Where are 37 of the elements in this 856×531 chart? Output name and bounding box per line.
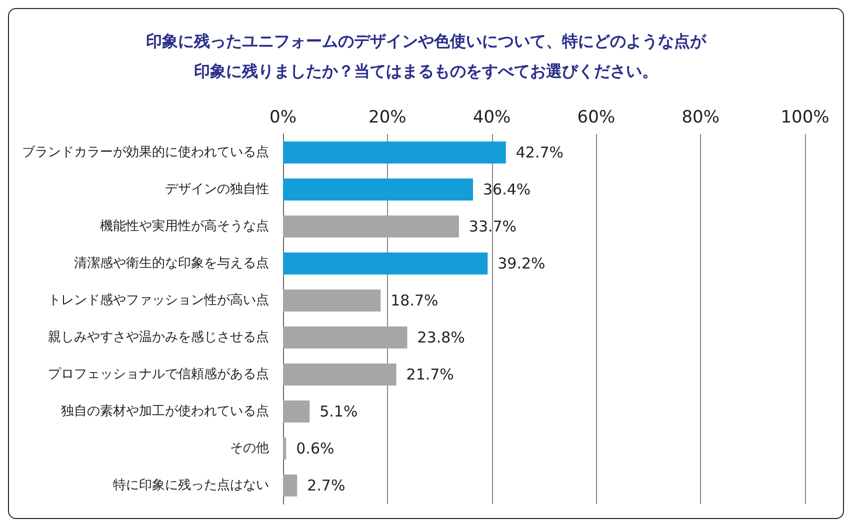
y-tick-label: 機能性や実用性が高そうな点	[100, 218, 269, 234]
x-tick-label: 20%	[368, 108, 406, 128]
y-tick-label: 清潔感や衛生的な印象を与える点	[74, 256, 269, 271]
data-label: 33.7%	[468, 218, 517, 236]
y-tick-label: 特に印象に残った点はない	[113, 478, 269, 493]
x-tick-label: 80%	[682, 108, 720, 128]
data-label: 18.7%	[390, 292, 438, 310]
data-label: 36.4%	[483, 180, 531, 198]
data-label: 23.8%	[417, 328, 465, 346]
bar	[283, 400, 310, 422]
data-label: 42.7%	[516, 144, 564, 162]
data-label: 39.2%	[498, 254, 546, 272]
data-label: 5.1%	[320, 402, 358, 420]
y-tick-label: トレンド感やファッション性が高い点	[48, 292, 269, 308]
data-label: 2.7%	[307, 476, 346, 494]
bar	[283, 326, 408, 348]
x-tick-label: 60%	[577, 108, 616, 128]
bar	[283, 290, 381, 312]
y-tick-label: 親しみやすさや温かみを感じさせる点	[48, 330, 269, 345]
bar	[283, 178, 474, 200]
bar	[283, 142, 506, 164]
data-label: 0.6%	[296, 440, 334, 458]
data-label: 21.7%	[406, 366, 454, 384]
bar	[283, 364, 396, 386]
y-tick-label: 独自の素材や加工が使われている点	[61, 404, 269, 419]
bar	[283, 438, 286, 460]
x-tick-label: 0%	[270, 108, 296, 128]
chart-title: 印象に残ったユニフォームのデザインや色使いについて、特にどのような点が印象に残りましたか？当てはまるものをすべてお選びください。	[146, 32, 707, 80]
y-tick-label: デザインの独自性	[165, 182, 269, 197]
bar	[283, 252, 488, 274]
y-tick-label: ブランドカラーが効果的に使われている点	[22, 145, 269, 160]
bar	[283, 474, 298, 496]
y-tick-label: プロフェッショナルで信頼感がある点	[48, 367, 269, 382]
y-tick-label: その他	[230, 441, 269, 456]
x-tick-label: 40%	[472, 108, 511, 128]
x-tick-label: 100%	[780, 108, 830, 128]
bar	[283, 216, 459, 238]
